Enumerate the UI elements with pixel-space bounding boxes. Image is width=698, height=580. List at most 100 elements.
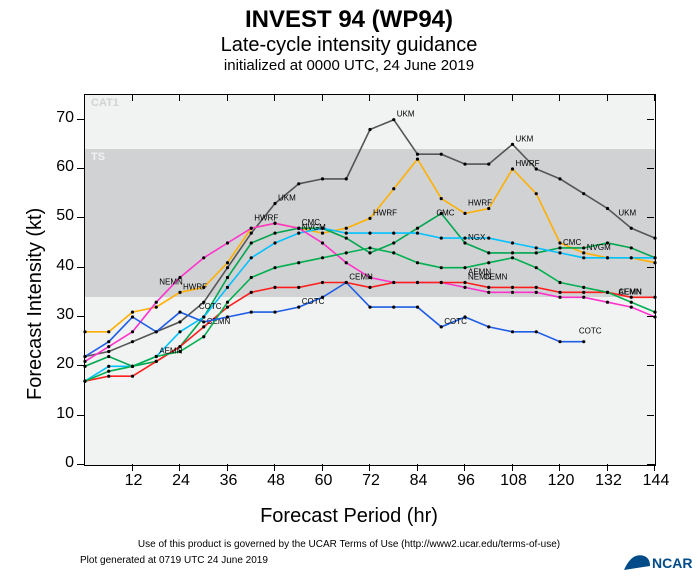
series-marker [178, 330, 181, 333]
x-tick-top [654, 94, 655, 101]
y-tick [77, 217, 84, 218]
series-marker [202, 320, 205, 323]
series-marker [487, 251, 490, 254]
series-marker [582, 291, 585, 294]
series-marker [535, 251, 538, 254]
ncar-logo-text: NCAR [652, 555, 692, 571]
series-marker [630, 306, 633, 309]
series-marker [273, 202, 276, 205]
x-tick [417, 464, 418, 471]
series-marker [653, 236, 656, 239]
series-marker [83, 360, 86, 363]
series-marker [606, 301, 609, 304]
x-tick-label: 24 [167, 472, 195, 490]
series-marker [202, 325, 205, 328]
y-tick-right [647, 316, 654, 317]
series-marker [606, 291, 609, 294]
series-marker [535, 330, 538, 333]
x-tick-label: 36 [215, 472, 243, 490]
x-tick-top [179, 94, 180, 101]
series-marker [226, 276, 229, 279]
series-label-hwrf: HWRF [373, 208, 397, 217]
series-label-cotc: COTC [302, 297, 325, 306]
footer-terms: Use of this product is governed by the U… [0, 539, 698, 550]
series-marker [273, 310, 276, 313]
series-marker [368, 217, 371, 220]
series-marker [535, 266, 538, 269]
series-marker [226, 306, 229, 309]
y-tick-right [647, 168, 654, 169]
series-marker [440, 197, 443, 200]
series-marker [273, 232, 276, 235]
series-marker [155, 355, 158, 358]
series-marker [487, 325, 490, 328]
series-marker [392, 232, 395, 235]
series-marker [392, 281, 395, 284]
series-marker [368, 128, 371, 131]
series-marker [416, 232, 419, 235]
series-marker [558, 246, 561, 249]
series-marker [297, 182, 300, 185]
series-marker [131, 375, 134, 378]
x-tick-top [274, 94, 275, 101]
series-label-cotc: COTC [199, 302, 222, 311]
x-tick [464, 464, 465, 471]
series-marker [321, 281, 324, 284]
series-marker [131, 310, 134, 313]
y-tick-label: 10 [44, 405, 74, 423]
x-tick-label: 108 [500, 472, 528, 490]
series-marker [202, 256, 205, 259]
series-marker [250, 241, 253, 244]
series-marker [368, 246, 371, 249]
chart-page: INVEST 94 (WP94) Late-cycle intensity gu… [0, 0, 698, 580]
series-marker [131, 315, 134, 318]
y-tick-right [647, 365, 654, 366]
x-tick-label: 132 [595, 472, 623, 490]
y-tick-label: 40 [44, 257, 74, 275]
x-tick [607, 464, 608, 471]
series-marker [250, 256, 253, 259]
x-tick [227, 464, 228, 471]
series-marker [653, 261, 656, 264]
series-label-aemn: AEMN [618, 287, 641, 296]
series-marker [131, 330, 134, 333]
series-label-cotc: COTC [579, 327, 602, 336]
series-marker [511, 330, 514, 333]
series-label-cotc: COTC [444, 317, 467, 326]
x-tick-top [322, 94, 323, 101]
series-marker [558, 340, 561, 343]
series-marker [558, 177, 561, 180]
series-marker [345, 227, 348, 230]
y-tick-right [647, 267, 654, 268]
series-marker [392, 306, 395, 309]
x-axis-label: Forecast Period (hr) [0, 505, 698, 528]
series-svg: UKMUKMUKMUKMHWRFHWRFHWRFHWRFHWRFCMCCMCCM… [85, 95, 655, 465]
x-tick-label: 84 [405, 472, 433, 490]
y-tick-label: 30 [44, 306, 74, 324]
series-marker [463, 281, 466, 284]
series-line-cmc [85, 213, 655, 366]
series-label-ukm: UKM [618, 208, 636, 217]
chart-title-block: INVEST 94 (WP94) Late-cycle intensity gu… [0, 6, 698, 74]
x-tick-top [227, 94, 228, 101]
series-marker [535, 291, 538, 294]
series-marker [297, 232, 300, 235]
series-line-aemn [85, 248, 655, 381]
series-marker [368, 251, 371, 254]
series-marker [630, 301, 633, 304]
chart-title-init: initialized at 0000 UTC, 24 June 2019 [0, 57, 698, 74]
series-marker [273, 241, 276, 244]
series-marker [321, 241, 324, 244]
y-tick-right [647, 217, 654, 218]
series-label-nemn: NEMN [159, 277, 183, 286]
y-tick-label: 20 [44, 355, 74, 373]
series-marker [250, 276, 253, 279]
chart-title-main: INVEST 94 (WP94) [0, 6, 698, 34]
series-marker [392, 241, 395, 244]
series-marker [131, 365, 134, 368]
series-marker [440, 153, 443, 156]
y-tick-right [647, 464, 654, 465]
y-tick [77, 119, 84, 120]
series-marker [178, 310, 181, 313]
series-marker [345, 232, 348, 235]
